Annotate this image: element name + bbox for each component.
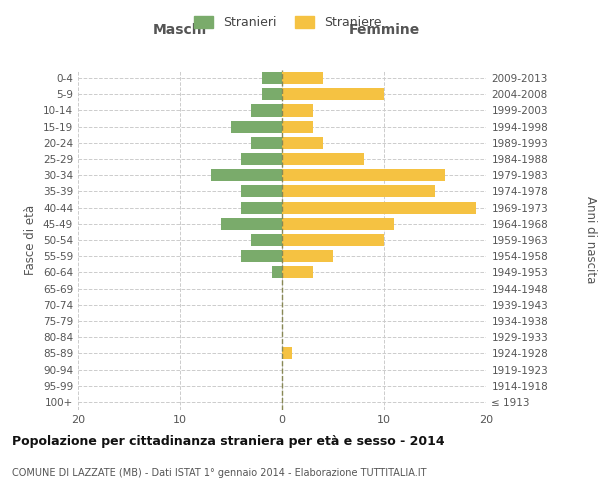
- Bar: [282, 202, 476, 213]
- Legend: Stranieri, Straniere: Stranieri, Straniere: [190, 11, 386, 34]
- Bar: [262, 88, 282, 101]
- Bar: [251, 234, 282, 246]
- Bar: [282, 348, 292, 360]
- Text: Anni di nascita: Anni di nascita: [584, 196, 597, 284]
- Text: Maschi: Maschi: [153, 24, 207, 38]
- Bar: [282, 104, 313, 117]
- Bar: [282, 186, 435, 198]
- Bar: [262, 72, 282, 84]
- Bar: [251, 104, 282, 117]
- Bar: [282, 72, 323, 84]
- Text: COMUNE DI LAZZATE (MB) - Dati ISTAT 1° gennaio 2014 - Elaborazione TUTTITALIA.IT: COMUNE DI LAZZATE (MB) - Dati ISTAT 1° g…: [12, 468, 427, 477]
- Text: Popolazione per cittadinanza straniera per età e sesso - 2014: Popolazione per cittadinanza straniera p…: [12, 435, 445, 448]
- Bar: [211, 169, 282, 181]
- Bar: [282, 266, 313, 278]
- Bar: [282, 250, 333, 262]
- Text: Femmine: Femmine: [349, 24, 419, 38]
- Bar: [241, 202, 282, 213]
- Bar: [272, 266, 282, 278]
- Bar: [241, 250, 282, 262]
- Bar: [241, 186, 282, 198]
- Y-axis label: Fasce di età: Fasce di età: [25, 205, 37, 275]
- Bar: [282, 218, 394, 230]
- Bar: [251, 137, 282, 149]
- Bar: [282, 120, 313, 132]
- Bar: [282, 153, 364, 165]
- Bar: [282, 137, 323, 149]
- Bar: [221, 218, 282, 230]
- Bar: [241, 153, 282, 165]
- Bar: [282, 169, 445, 181]
- Bar: [231, 120, 282, 132]
- Bar: [282, 88, 384, 101]
- Bar: [282, 234, 384, 246]
